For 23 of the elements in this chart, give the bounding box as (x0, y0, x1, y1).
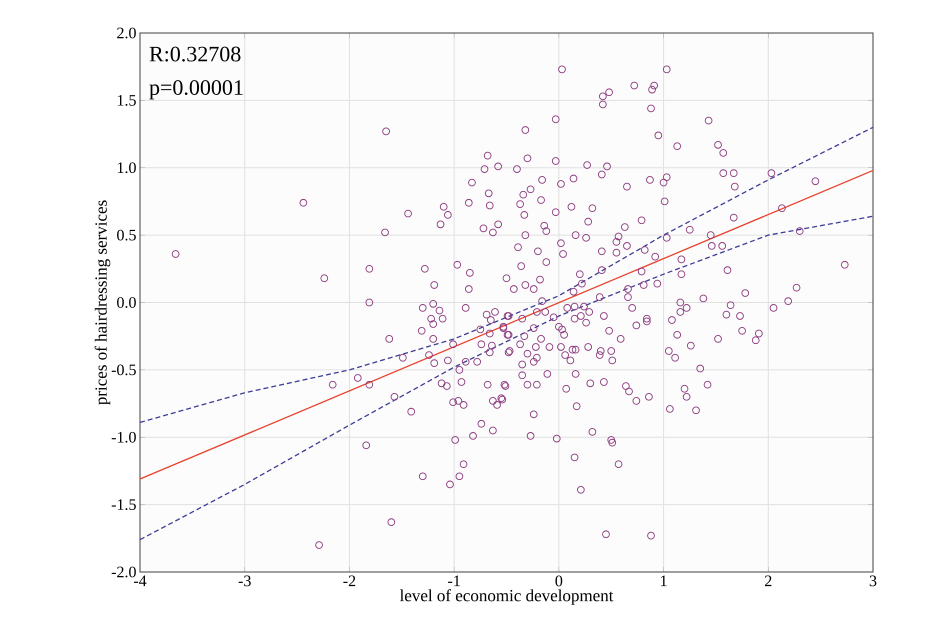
y-tick-label: -0.5 (112, 364, 136, 376)
annotation: p=0.00001 (149, 80, 243, 100)
y-tick-label: 1.5 (118, 94, 136, 106)
annotation: R:0.32708 (150, 46, 240, 62)
y-tick-label: 2.0 (117, 28, 136, 38)
x-tick-label: -1 (448, 576, 460, 586)
line-series (139, 126, 874, 424)
y-tick-label: 0.5 (117, 230, 136, 241)
x-tick-label: 3 (870, 576, 876, 586)
x-tick-label: -4 (134, 576, 146, 586)
y-tick-label: -1.5 (112, 499, 136, 510)
x-tick-label: 0 (555, 576, 562, 586)
x-tick-label: -3 (238, 576, 251, 586)
x-tick-label: 2 (764, 576, 772, 586)
line-series (139, 216, 874, 540)
x-tick-label: -2 (343, 576, 356, 586)
x-tick-label: 1 (660, 576, 667, 586)
y-tick-label: -1.0 (112, 432, 136, 443)
y-tick-label: 1.0 (118, 162, 136, 174)
y-tick-label: -2.0 (112, 566, 136, 578)
y-tick-label: 0.0 (117, 297, 136, 308)
y-axis-title: prices of hairdressing services (94, 200, 110, 405)
x-axis-title: level of economic development (400, 589, 614, 605)
